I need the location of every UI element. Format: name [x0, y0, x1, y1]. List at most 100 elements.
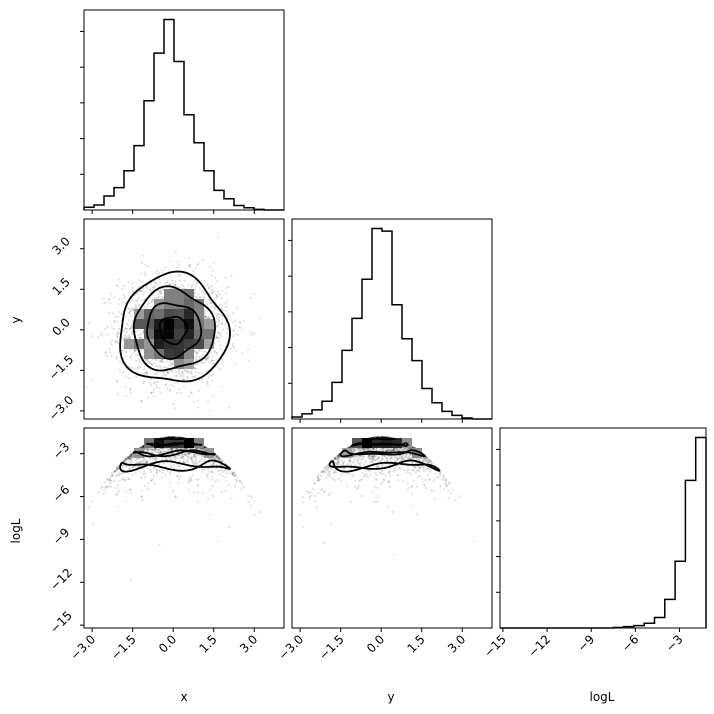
sample-point [388, 469, 391, 472]
sample-point [193, 491, 196, 494]
sample-point [126, 323, 130, 326]
sample-point [156, 270, 159, 273]
sample-point [205, 358, 208, 361]
sample-point [151, 298, 155, 301]
sample-point [207, 357, 210, 360]
density-cell [164, 349, 174, 359]
sample-point [131, 281, 134, 285]
sample-point [137, 329, 140, 332]
sample-point [189, 391, 193, 394]
sample-point [127, 456, 130, 459]
sample-point [228, 469, 231, 472]
sample-point [175, 436, 178, 439]
sample-point [231, 473, 234, 476]
sample-point [393, 447, 396, 450]
sample-point [146, 373, 149, 376]
density-cell [164, 339, 174, 349]
sample-point [195, 355, 198, 358]
sample-point [162, 277, 165, 280]
sample-point [127, 307, 130, 310]
sample-point [216, 325, 219, 328]
sample-point [194, 461, 197, 464]
sample-point [168, 482, 171, 485]
sample-point [128, 458, 132, 461]
panel-layer: −3.0 −1.5 0.0 1.5 3.0 −3.0 −1.5 0.0 1.5 3.0 −15 −12… [46, 9, 707, 663]
sample-point [110, 473, 114, 476]
sample-point [188, 265, 191, 269]
sample-point [153, 457, 156, 460]
sample-point [392, 554, 395, 557]
sample-point [158, 451, 161, 455]
sample-point [411, 446, 414, 449]
sample-point [127, 457, 130, 460]
sample-point [253, 513, 256, 516]
sample-point [168, 260, 171, 263]
sample-point [156, 472, 159, 475]
sample-point [176, 381, 179, 384]
sample-point [240, 487, 243, 490]
sample-point [155, 359, 158, 362]
sample-point [167, 372, 170, 375]
contour-line [158, 315, 189, 346]
sample-point [368, 458, 371, 461]
sample-point [205, 474, 209, 477]
sample-point [148, 288, 152, 291]
sample-point [134, 349, 137, 352]
sample-point [378, 471, 382, 474]
sample-point [113, 469, 116, 473]
sample-point [374, 458, 377, 461]
sample-point [150, 384, 153, 387]
sample-point [145, 459, 148, 462]
sample-point [215, 454, 218, 457]
sample-point [118, 298, 121, 301]
sample-point [144, 457, 147, 460]
sample-point [413, 465, 416, 468]
sample-point [221, 321, 224, 324]
sample-point [334, 457, 337, 460]
sample-point [159, 451, 162, 454]
density-cell [174, 329, 184, 339]
sample-point [142, 446, 145, 449]
sample-point [208, 298, 211, 301]
sample-point [141, 489, 144, 492]
sample-point [212, 496, 215, 499]
sample-point [385, 456, 388, 460]
sample-point [173, 280, 176, 283]
sample-point [125, 323, 128, 326]
sample-point [208, 513, 212, 516]
sample-point [188, 257, 191, 260]
sample-point [149, 362, 152, 365]
sample-point [117, 465, 120, 468]
sample-point [224, 292, 227, 295]
panel-x-logL [83, 427, 285, 629]
sample-point [171, 447, 174, 450]
sample-point [146, 305, 149, 308]
sample-point [338, 463, 341, 466]
sample-point [176, 447, 180, 450]
sample-point [187, 264, 190, 267]
density-cell [174, 349, 184, 359]
sample-point [170, 458, 173, 462]
sample-point [153, 449, 156, 452]
sample-point [157, 448, 160, 451]
sample-point [210, 360, 213, 363]
density-cell [204, 319, 214, 329]
sample-point [155, 457, 158, 460]
sample-point [205, 315, 208, 319]
sample-point [104, 352, 107, 355]
sample-point [176, 474, 179, 477]
sample-point [409, 453, 412, 457]
sample-point [124, 385, 127, 388]
sample-point [372, 448, 375, 451]
sample-point [164, 266, 167, 269]
sample-point [196, 406, 200, 409]
density-cell [154, 339, 164, 349]
sample-point [368, 454, 371, 457]
sample-point [121, 349, 124, 352]
sample-point [234, 474, 237, 477]
sample-point [197, 454, 200, 457]
sample-point [128, 458, 131, 461]
sample-point [188, 452, 191, 455]
sample-point [174, 495, 177, 498]
sample-point [129, 454, 133, 457]
